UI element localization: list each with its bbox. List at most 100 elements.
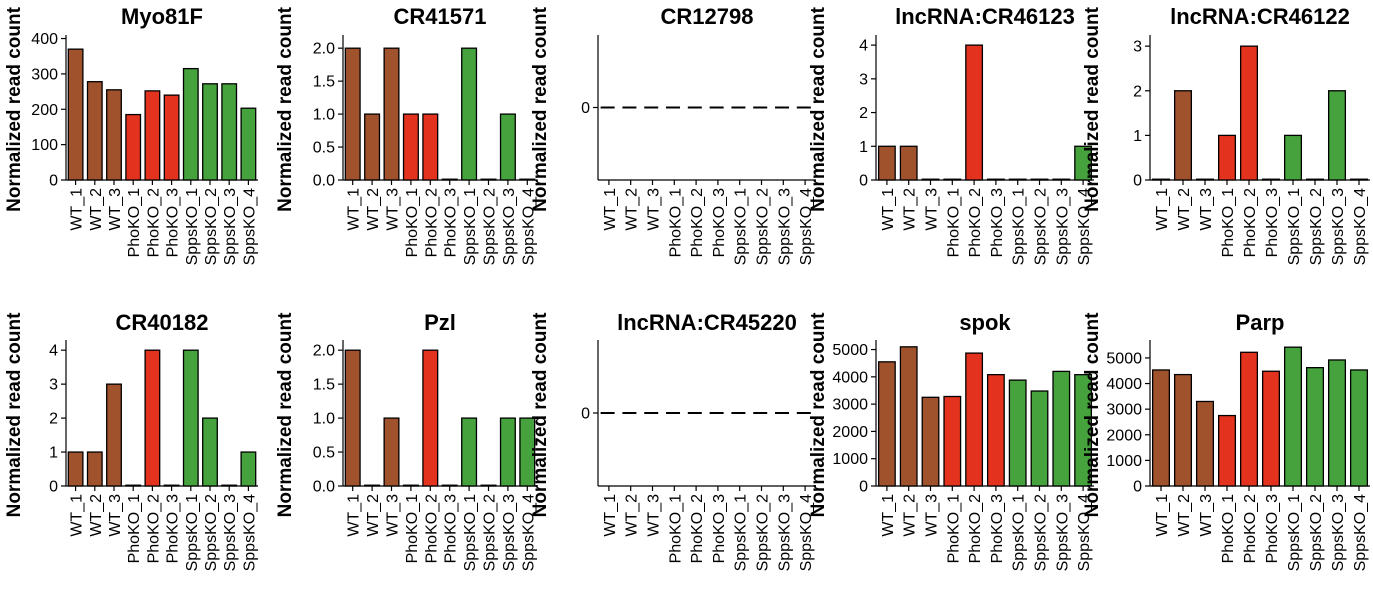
bar bbox=[899, 346, 918, 487]
x-tick-label: WT_1 bbox=[602, 188, 619, 231]
bar bbox=[943, 178, 962, 181]
y-axis-label: Normalized read count bbox=[1082, 312, 1103, 517]
panel-title: Myo81F bbox=[121, 4, 203, 29]
bar bbox=[144, 90, 161, 181]
bar bbox=[877, 361, 896, 487]
bar bbox=[1151, 178, 1171, 181]
x-tick-label: SppsKO_2 bbox=[482, 188, 499, 265]
x-tick-label: PhoKO_1 bbox=[404, 494, 421, 563]
bar bbox=[1305, 178, 1325, 181]
y-axis-label: Normalized read count bbox=[530, 312, 551, 517]
y-tick-label: 4 bbox=[859, 38, 868, 55]
bar bbox=[344, 349, 361, 487]
y-axis-label: Normalized read count bbox=[808, 6, 829, 211]
bar bbox=[106, 89, 122, 181]
x-tick-label: SppsKO_3 bbox=[1330, 494, 1347, 571]
bar bbox=[240, 451, 257, 487]
y-tick-label: 2000 bbox=[832, 424, 868, 441]
x-tick-label: PhoKO_3 bbox=[443, 188, 460, 257]
panel-title: CR12798 bbox=[661, 4, 754, 29]
x-tick-label: PhoKO_1 bbox=[667, 494, 684, 563]
y-tick-label: 0 bbox=[581, 406, 590, 423]
x-tick-label: WT_2 bbox=[624, 494, 641, 537]
x-tick-label: PhoKO_3 bbox=[443, 494, 460, 563]
bar bbox=[383, 47, 400, 181]
y-tick-label: 4000 bbox=[1106, 376, 1142, 393]
x-tick-label: WT_1 bbox=[1154, 494, 1171, 537]
bar bbox=[441, 484, 458, 487]
y-axis-label: Normalized read count bbox=[530, 6, 551, 211]
bar bbox=[921, 396, 940, 487]
x-tick-label: PhoKO_2 bbox=[1242, 188, 1259, 257]
x-tick-label: SppsKO_1 bbox=[733, 188, 750, 265]
y-tick-label: 1 bbox=[859, 139, 868, 156]
x-tick-label: SppsKO_3 bbox=[1330, 188, 1347, 265]
x-tick-label: WT_2 bbox=[365, 188, 382, 231]
bar bbox=[383, 417, 400, 487]
bar bbox=[106, 383, 122, 487]
y-tick-label: 4 bbox=[49, 343, 58, 360]
x-tick-label: PhoKO_3 bbox=[711, 494, 728, 563]
bar bbox=[144, 349, 161, 487]
panel-title: Pzl bbox=[424, 310, 456, 335]
x-tick-label: WT_2 bbox=[88, 494, 105, 537]
bar bbox=[1349, 178, 1369, 181]
bar bbox=[877, 145, 896, 181]
x-tick-label: WT_1 bbox=[1154, 188, 1171, 231]
bar bbox=[1217, 414, 1237, 487]
x-tick-label: WT_3 bbox=[646, 494, 663, 537]
x-tick-label: SppsKO_4 bbox=[1076, 494, 1093, 571]
x-tick-label: PhoKO_1 bbox=[126, 188, 143, 257]
y-axis-label: Normalized read count bbox=[275, 6, 296, 211]
y-axis-label: Normalized read count bbox=[4, 6, 25, 211]
y-tick-label: 1000 bbox=[832, 451, 868, 468]
panel-myo81f: Myo81F Normalized read count 0 100 200 300 400… bbox=[4, 4, 258, 265]
bar bbox=[921, 178, 940, 181]
y-tick-label: 0 bbox=[859, 479, 868, 496]
x-tick-label: SppsKO_1 bbox=[462, 188, 479, 265]
bar bbox=[1008, 379, 1027, 487]
x-tick-label: PhoKO_2 bbox=[1242, 494, 1259, 563]
x-tick-label: WT_1 bbox=[69, 188, 86, 231]
bar bbox=[202, 417, 218, 487]
x-tick-label: SppsKO_2 bbox=[203, 494, 220, 571]
y-tick-label: 3000 bbox=[832, 397, 868, 414]
x-tick-label: WT_1 bbox=[346, 188, 363, 231]
bar bbox=[943, 395, 962, 487]
x-tick-label: PhoKO_1 bbox=[945, 188, 962, 257]
panel-lncrna-cr45220: lncRNA:CR45220 Normalized read count 0 WT_1… bbox=[530, 310, 816, 571]
y-tick-label: 2 bbox=[1133, 83, 1142, 100]
bar bbox=[1327, 359, 1347, 487]
y-tick-label: 3 bbox=[859, 71, 868, 88]
bar bbox=[1239, 351, 1259, 487]
bar bbox=[67, 451, 84, 487]
y-tick-label: 1 bbox=[1133, 128, 1142, 145]
y-tick-label: 0 bbox=[1133, 173, 1142, 190]
x-tick-label: SppsKO_1 bbox=[1011, 188, 1028, 265]
x-tick-label: WT_3 bbox=[646, 188, 663, 231]
y-tick-label: 0 bbox=[581, 100, 590, 117]
panel-title: CR41571 bbox=[394, 4, 487, 29]
bar bbox=[1239, 45, 1259, 181]
bar bbox=[1195, 178, 1215, 181]
bar bbox=[1283, 134, 1303, 181]
bar bbox=[480, 484, 497, 487]
x-tick-label: SppsKO_4 bbox=[1352, 494, 1369, 571]
x-tick-label: SppsKO_2 bbox=[755, 494, 772, 571]
x-tick-label: PhoKO_2 bbox=[145, 494, 162, 563]
x-tick-label: WT_3 bbox=[385, 188, 402, 231]
bar bbox=[344, 47, 361, 181]
y-tick-label: 0.0 bbox=[313, 479, 335, 496]
panel-title: lncRNA:CR46122 bbox=[1170, 4, 1350, 29]
x-tick-label: SppsKO_3 bbox=[222, 188, 239, 265]
x-tick-label: WT_1 bbox=[880, 494, 897, 537]
bar bbox=[1195, 400, 1215, 487]
y-tick-label: 3000 bbox=[1106, 402, 1142, 419]
x-tick-label: SppsKO_2 bbox=[1308, 188, 1325, 265]
x-tick-label: PhoKO_2 bbox=[967, 494, 984, 563]
x-tick-label: PhoKO_1 bbox=[1220, 188, 1237, 257]
y-tick-label: 4000 bbox=[832, 369, 868, 386]
bar bbox=[441, 178, 458, 181]
